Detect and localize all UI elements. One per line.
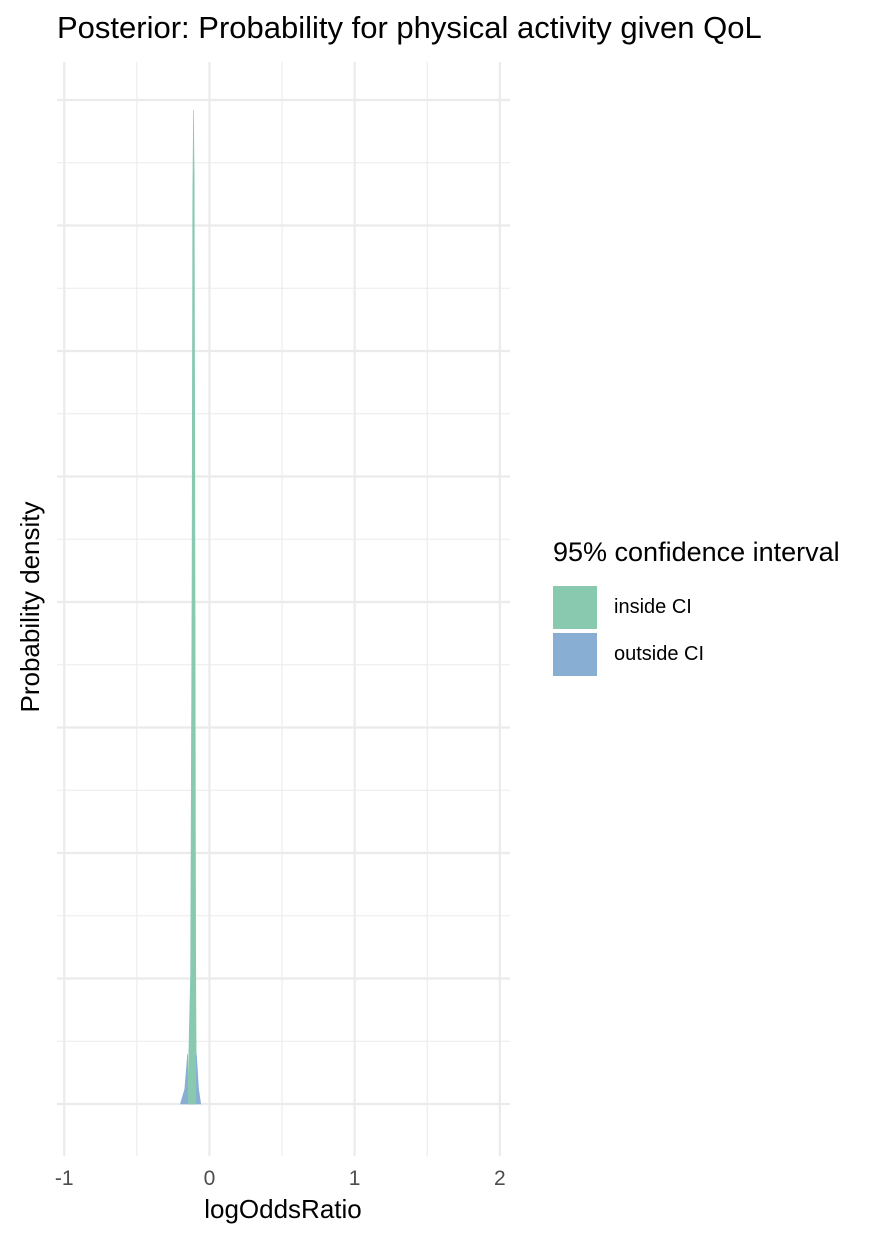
- chart-title: Posterior: Probability for physical acti…: [57, 10, 762, 45]
- legend-label-outside-ci: outside CI: [614, 643, 705, 665]
- legend-swatch-inside-ci: [553, 586, 597, 629]
- legend-title: 95% confidence interval: [553, 537, 840, 567]
- legend-item-outside-ci: outside CI: [553, 631, 840, 678]
- x-tick-label: 0: [204, 1167, 216, 1190]
- legend: 95% confidence interval inside CI outsid…: [553, 537, 840, 678]
- legend-label-inside-ci: inside CI: [614, 596, 692, 618]
- density-area-outside-ci: [180, 1053, 202, 1105]
- y-axis-title: Probability density: [15, 502, 45, 713]
- density-areas: [180, 110, 202, 1105]
- x-axis-title: logOddsRatio: [204, 1194, 362, 1224]
- legend-item-inside-ci: inside CI: [553, 584, 840, 631]
- density-area-inside-ci: [187, 110, 197, 1105]
- x-tick-label: 1: [349, 1167, 361, 1190]
- x-tick-label: -1: [55, 1167, 74, 1190]
- x-tick-labels: -1 0 1 2: [55, 1167, 506, 1190]
- x-tick-label: 2: [494, 1167, 506, 1190]
- grid: [57, 62, 510, 1156]
- legend-swatch-outside-ci: [553, 633, 597, 676]
